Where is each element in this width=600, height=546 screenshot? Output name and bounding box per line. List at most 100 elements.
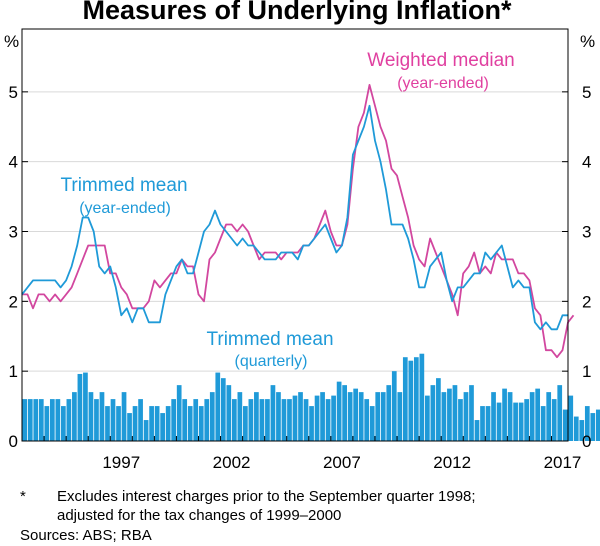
trimmed-mean-annual-label: Trimmed mean xyxy=(60,175,187,196)
quarterly-bar xyxy=(248,399,254,441)
quarterly-bar xyxy=(402,357,408,441)
y-tick-label-right: 5 xyxy=(582,83,591,102)
quarterly-bar xyxy=(72,392,77,441)
quarterly-bar xyxy=(61,406,66,441)
footnote-line-2: adjusted for the tax changes of 1999–200… xyxy=(57,507,342,524)
quarterly-bar xyxy=(391,371,397,441)
quarterly-bar xyxy=(590,413,596,441)
weighted-median-line xyxy=(22,84,575,359)
quarterly-bar xyxy=(595,409,600,441)
y-tick-label-right: 0 xyxy=(582,432,591,451)
y-tick-label-right: 3 xyxy=(582,223,591,242)
quarterly-bar xyxy=(441,392,447,441)
quarterly-bar xyxy=(154,406,160,441)
quarterly-bar xyxy=(474,420,480,441)
quarterly-bar xyxy=(469,385,474,441)
trimmed-mean-line xyxy=(21,104,568,331)
quarterly-bar xyxy=(33,399,39,441)
quarterly-bar xyxy=(182,399,188,441)
quarterly-bar xyxy=(281,399,287,441)
quarterly-bar xyxy=(529,392,535,441)
footnote-line-1: Excludes interest charges prior to the S… xyxy=(57,488,476,505)
quarterly-bar xyxy=(209,392,215,441)
quarterly-bar xyxy=(215,372,221,441)
quarterly-bar xyxy=(485,406,491,441)
quarterly-bar xyxy=(325,399,331,441)
quarterly-bar xyxy=(380,392,386,441)
y-tick-label-left: 2 xyxy=(9,292,18,311)
quarterly-bar xyxy=(331,395,336,441)
quarterly-bar xyxy=(573,416,579,441)
trimmed-mean-annual-sublabel: (year-ended) xyxy=(79,200,171,217)
x-tick-label: 2007 xyxy=(323,453,361,472)
quarterly-bar xyxy=(496,402,502,441)
quarterly-bar xyxy=(99,392,105,441)
quarterly-bar xyxy=(557,385,563,441)
weighted-median-label: Weighted median xyxy=(367,50,515,71)
plot-frame xyxy=(21,28,569,442)
chart-title: Measures of Underlying Inflation* xyxy=(82,0,512,25)
quarterly-bar xyxy=(579,420,585,441)
x-tick-label: 2017 xyxy=(544,453,582,472)
quarterly-bar xyxy=(358,392,364,441)
quarterly-bar xyxy=(419,353,425,441)
quarterly-bar xyxy=(320,392,325,441)
weighted-median-sublabel: (year-ended) xyxy=(397,75,489,92)
y-tick-label-left: 3 xyxy=(9,223,18,242)
footnote-marker: * xyxy=(20,488,26,505)
quarterly-bar xyxy=(425,395,430,441)
quarterly-bar xyxy=(491,392,496,441)
y-unit-right: % xyxy=(580,32,595,51)
quarterly-bar xyxy=(198,406,204,441)
quarterly-bar xyxy=(187,406,193,441)
quarterly-bar xyxy=(38,399,44,441)
quarterly-bar xyxy=(447,388,452,441)
quarterly-bar xyxy=(121,392,127,441)
quarterly-bar xyxy=(94,399,99,441)
quarterly-bar xyxy=(540,406,546,441)
y-tick-label-right: 1 xyxy=(582,362,591,381)
quarterly-bar xyxy=(353,388,359,441)
quarterly-bar xyxy=(546,392,552,441)
y-tick-label-left: 0 xyxy=(9,432,18,451)
quarterly-bar xyxy=(452,385,458,441)
quarterly-bar xyxy=(254,392,259,441)
quarterly-bar xyxy=(27,399,33,441)
y-unit-left: % xyxy=(4,32,19,51)
quarterly-bar xyxy=(231,399,237,441)
quarterly-bar xyxy=(237,392,243,441)
quarterly-bar xyxy=(259,399,265,441)
quarterly-bar xyxy=(49,399,55,441)
quarterly-bar xyxy=(132,406,138,441)
quarterly-bar xyxy=(287,399,292,441)
quarterly-bar xyxy=(342,385,347,441)
quarterly-bar xyxy=(160,413,165,441)
quarterly-bar xyxy=(105,406,110,441)
quarterly-bar xyxy=(336,381,342,441)
y-tick-label-right: 4 xyxy=(582,153,591,172)
quarterly-bar xyxy=(303,399,309,441)
quarterly-bar xyxy=(386,385,392,441)
quarterly-bar xyxy=(171,399,177,441)
quarterly-bar xyxy=(276,392,281,441)
quarterly-bar xyxy=(243,406,248,441)
quarterly-bar xyxy=(165,406,171,441)
y-tick-label-right: 2 xyxy=(582,292,591,311)
quarterly-bar xyxy=(551,399,557,441)
trimmed-mean-quarterly-label: Trimmed mean xyxy=(206,329,333,350)
quarterly-bar xyxy=(458,399,463,441)
y-tick-label-left: 1 xyxy=(9,362,18,381)
quarterly-bar xyxy=(309,406,314,441)
quarterly-bar xyxy=(347,392,353,441)
quarterly-bar xyxy=(116,406,121,441)
y-tick-label-left: 5 xyxy=(9,83,18,102)
axes: 0 0 1 1 2 2 3 3 4 4 5 5 1997 2002 2007 2012 2017 xyxy=(9,83,592,472)
quarterly-bar xyxy=(568,395,574,441)
quarterly-bar xyxy=(375,392,381,441)
quarterly-bar xyxy=(562,409,568,441)
quarterly-bar xyxy=(143,420,149,441)
quarterly-bar xyxy=(88,392,94,441)
quarterly-bar xyxy=(55,399,61,441)
quarterly-bar xyxy=(502,388,507,441)
